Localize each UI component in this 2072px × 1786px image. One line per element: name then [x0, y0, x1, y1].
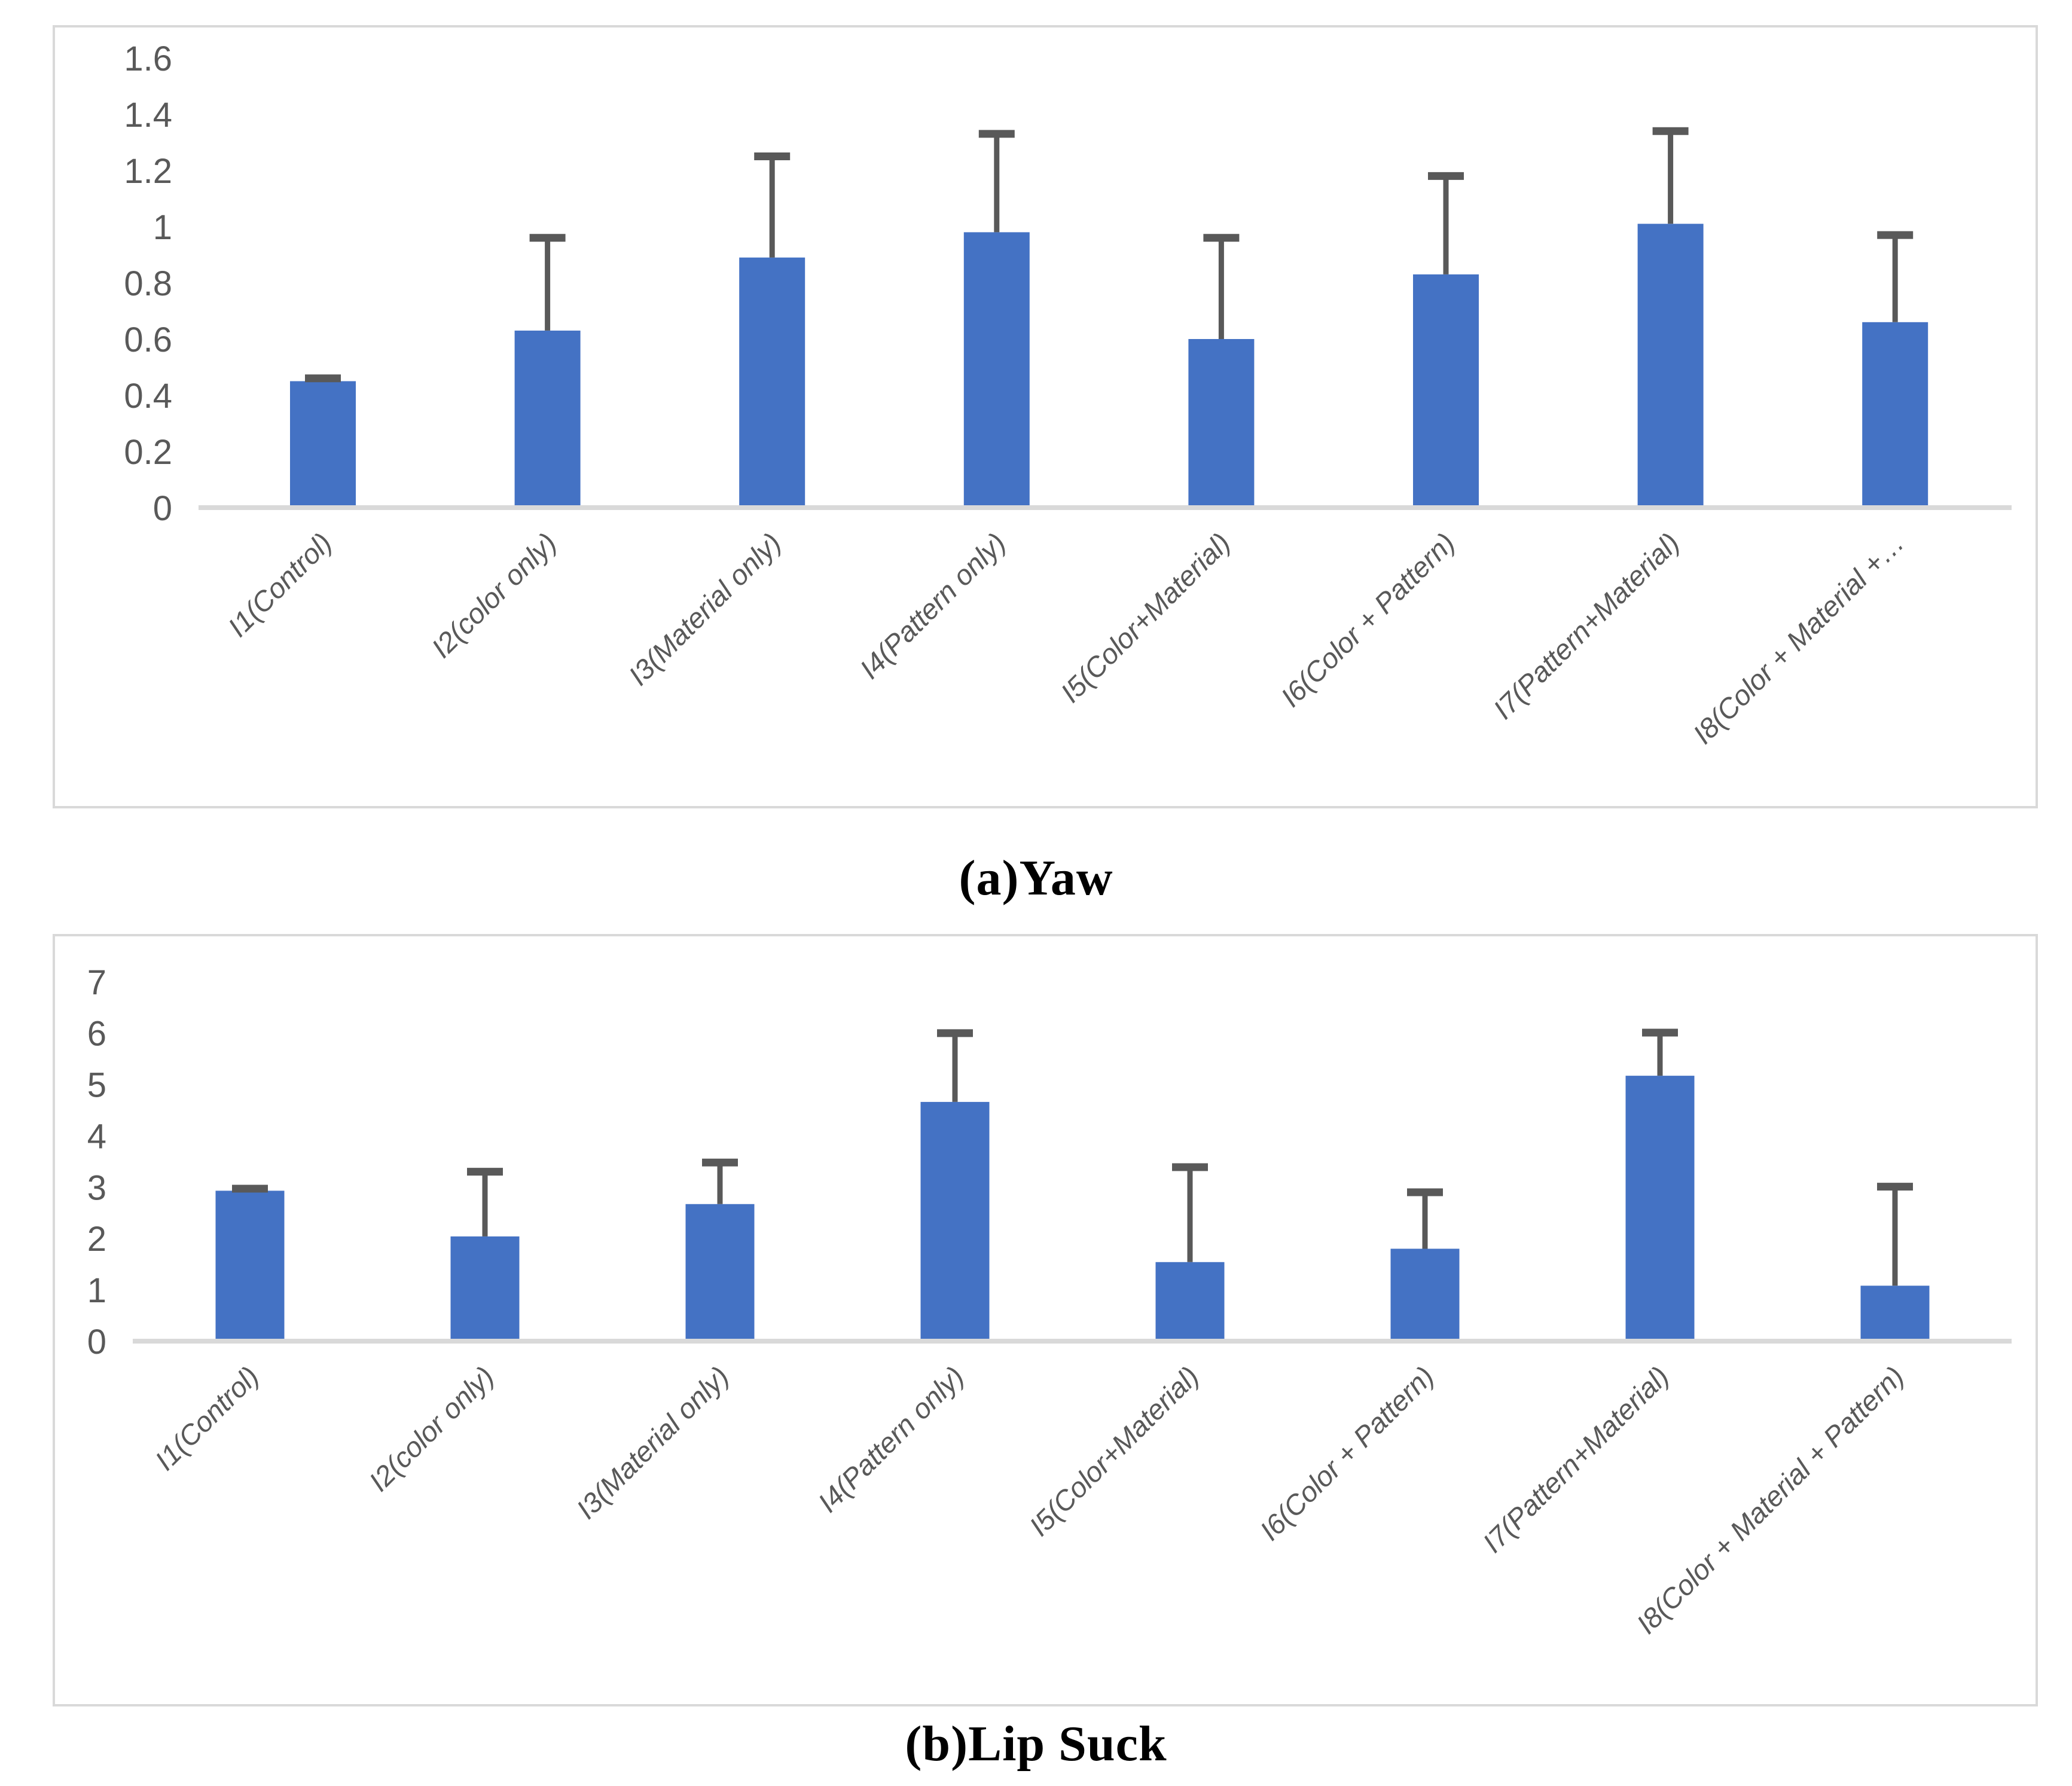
- chart-a-caption: (a)Yaw: [959, 850, 1113, 906]
- y-axis-tick-label: 7: [87, 963, 106, 1002]
- y-axis-tick-label: 0.6: [124, 320, 172, 359]
- x-axis-category-label: I7(Pattern+Material): [1487, 527, 1686, 725]
- x-axis-category-label: I4(Pattern only): [853, 527, 1012, 685]
- x-axis-category-label: I6(Color + Pattern): [1274, 527, 1461, 713]
- y-axis-tick-label: 0.4: [124, 377, 172, 416]
- chart-b-caption: (b)Lip Suck: [905, 1716, 1167, 1772]
- bar: [920, 1101, 990, 1341]
- x-axis-category-label: I5(Color+Material): [1054, 527, 1236, 709]
- bar: [215, 1190, 285, 1341]
- bar: [1155, 1262, 1225, 1341]
- bar: [514, 330, 581, 508]
- x-axis-category-label: I2(color only): [425, 527, 563, 664]
- bar: [1860, 1286, 1930, 1341]
- y-axis-tick-label: 1.6: [124, 39, 172, 78]
- y-axis-tick-label: 2: [87, 1220, 106, 1259]
- y-axis-tick-label: 6: [87, 1015, 106, 1054]
- chart-b-canvas: 0 1 2 3 4 5 6 7 I1(Control) I2(color only) I3(Mate…: [87, 963, 2012, 1640]
- bar: [1862, 322, 1928, 508]
- bar: [450, 1236, 520, 1341]
- y-axis-tick-label: 0.8: [124, 264, 172, 303]
- bar: [1625, 1076, 1695, 1341]
- y-axis-tick-label: 1.4: [124, 96, 172, 135]
- y-axis-tick-label: 0: [153, 489, 172, 528]
- bar: [685, 1204, 755, 1341]
- bar: [1413, 274, 1479, 508]
- y-axis-tick-label: 0: [87, 1323, 106, 1361]
- y-axis-tick-label: 4: [87, 1117, 106, 1156]
- y-axis-tick-label: 1: [153, 208, 172, 247]
- x-axis-category-label: I6(Color + Pattern): [1253, 1360, 1440, 1547]
- x-axis-category-label: I1(Control): [222, 527, 338, 643]
- x-axis-category-label: I3(Material only): [622, 527, 788, 692]
- y-axis-tick-label: 3: [87, 1168, 106, 1207]
- chart-b-panel: 0 1 2 3 4 5 6 7 I1(Control) I2(color only) I3(Mate…: [53, 934, 2038, 1706]
- bar: [1637, 224, 1704, 508]
- x-axis-category-label: I8(Color + Material + Pattern): [1630, 1360, 1910, 1640]
- x-axis-category-label: I4(Pattern only): [811, 1360, 970, 1519]
- y-axis-tick-label: 1.2: [124, 152, 172, 191]
- y-axis-tick-label: 5: [87, 1066, 106, 1105]
- bar: [1390, 1248, 1460, 1341]
- y-axis-tick-label: 0.2: [124, 433, 172, 472]
- x-axis-category-label: I2(color only): [363, 1360, 501, 1498]
- x-axis-category-label: I3(Material only): [570, 1360, 735, 1525]
- bar: [1188, 339, 1255, 508]
- bar: [290, 381, 356, 508]
- x-axis-category-label: I5(Color+Material): [1023, 1360, 1205, 1542]
- bar: [963, 232, 1030, 508]
- x-axis-category-label: I1(Control): [149, 1360, 265, 1476]
- chart-a-canvas: 0 0.2 0.4 0.6 0.8 1 1.2 1.4 1.6 I1(Control) I2(col…: [124, 39, 2012, 750]
- x-axis-category-label: I8(Color + Material +…: [1687, 527, 1911, 750]
- y-axis-tick-label: 1: [87, 1271, 106, 1310]
- x-axis-category-label: I7(Pattern+Material): [1476, 1360, 1675, 1559]
- bar: [739, 257, 805, 508]
- chart-a-panel: 0 0.2 0.4 0.6 0.8 1 1.2 1.4 1.6 I1(Control) I2(col…: [53, 25, 2038, 808]
